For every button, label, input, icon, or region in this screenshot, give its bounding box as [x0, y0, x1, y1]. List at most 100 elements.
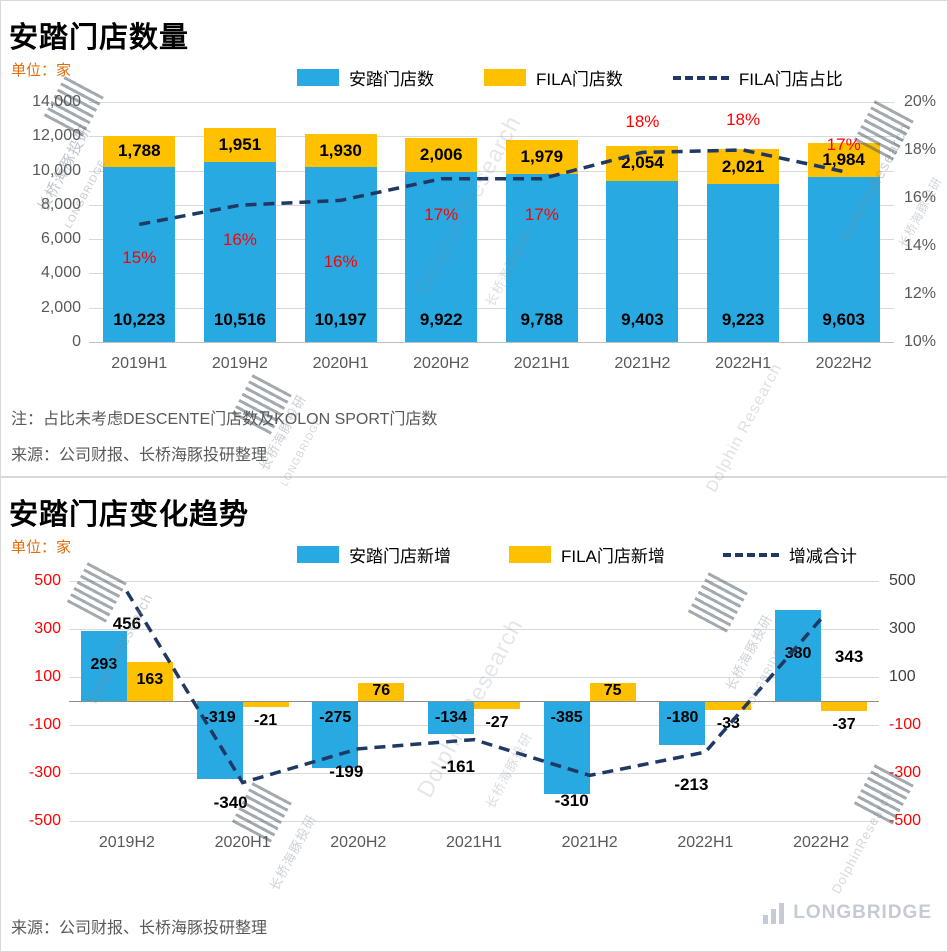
legend-label: FILA门店新增 — [561, 547, 665, 566]
y-axis-tick-right: 12% — [904, 285, 937, 302]
legend: 安踏门店数 FILA门店数 FILA门店占比 — [297, 65, 843, 90]
x-axis-label: 2021H2 — [614, 355, 671, 372]
y-axis-tick-right: -100 — [889, 716, 922, 733]
legend-item: FILA门店新增 — [509, 542, 665, 567]
bar-label-fila: 1,788 — [118, 141, 161, 161]
y-axis-tick-right: 10% — [904, 333, 937, 350]
x-axis-label: 2022H1 — [677, 834, 734, 851]
y-axis-tick-right: 18% — [904, 141, 937, 158]
bar-label-anta: 10,197 — [314, 310, 367, 329]
net-change-line — [125, 590, 823, 785]
legend-item: 安踏门店新增 — [297, 542, 451, 567]
x-axis-label: 2022H1 — [715, 355, 772, 372]
line-label: -199 — [329, 761, 364, 781]
y-axis-tick-right: 14% — [904, 237, 937, 254]
bar-anta — [543, 702, 590, 795]
y-axis-tick-left: 100 — [34, 668, 61, 685]
chart-source: 来源：公司财报、长桥海豚投研整理 — [11, 447, 268, 464]
x-axis-label: 2020H2 — [330, 834, 387, 851]
x-axis-label: 2021H1 — [513, 355, 570, 372]
bar-label-anta: 380 — [784, 645, 812, 663]
legend-label: FILA门店数 — [536, 70, 623, 89]
y-axis-tick-right: 16% — [904, 189, 937, 206]
bar-label-fila: -27 — [485, 713, 509, 731]
y-axis-tick-left: 2,000 — [40, 298, 81, 316]
x-axis-label: 2022H2 — [815, 355, 872, 372]
legend-swatch-bar — [297, 546, 339, 563]
legend-swatch-bar — [509, 546, 551, 563]
x-axis-label: 2020H1 — [214, 834, 271, 851]
x-axis-label: 2019H2 — [211, 355, 268, 372]
bar-label-anta: -385 — [550, 709, 583, 726]
chart-source: 来源：公司财报、长桥海豚投研整理 — [11, 920, 268, 937]
bar-fila — [405, 137, 478, 172]
legend-swatch-line — [672, 75, 729, 80]
legend-item: FILA门店占比 — [672, 65, 843, 90]
legend-label: 安踏门店数 — [349, 70, 434, 89]
line-label: -340 — [213, 792, 248, 812]
y-axis-tick-left: 300 — [34, 620, 61, 637]
gridline — [89, 307, 894, 309]
x-axis-line — [89, 342, 894, 343]
bar-fila — [126, 661, 173, 701]
line-label: 17% — [424, 204, 459, 224]
y-axis-tick-left: 8,000 — [40, 195, 81, 213]
bar-label-anta: 9,922 — [419, 310, 463, 329]
line-label: 18% — [726, 110, 761, 129]
y-axis-tick-left: 14,000 — [32, 93, 81, 110]
y-axis-tick-right: 300 — [889, 620, 916, 637]
y-axis-tick-left: -100 — [28, 716, 61, 733]
legend-label: 安踏门店新增 — [349, 547, 451, 566]
line-label: 18% — [625, 112, 660, 132]
bar-label-anta: 9,788 — [520, 310, 564, 329]
bar-label-fila: 1,979 — [520, 147, 564, 167]
x-axis-label: 2021H2 — [561, 834, 618, 851]
bar-label-anta: 9,603 — [822, 310, 865, 329]
bar-label-anta: 9,403 — [621, 310, 664, 329]
bar-anta — [196, 702, 243, 779]
bar-fila — [103, 136, 176, 167]
x-axis-label: 2019H2 — [98, 834, 155, 851]
bar-label-anta: 293 — [90, 655, 118, 673]
bar-label-fila: 2,054 — [621, 153, 664, 173]
bar-anta — [312, 702, 359, 768]
bar-anta — [505, 174, 578, 342]
bar-fila — [242, 702, 289, 707]
legend-item: 增减合计 — [722, 542, 857, 567]
line-label: -213 — [674, 775, 709, 795]
line-label: -161 — [440, 756, 476, 776]
x-axis-label: 2021H1 — [445, 834, 503, 851]
store-change-panel: 安踏门店变化趋势 单位：家 安踏门店新增 FILA门店新增 增减合计 来源：公司财报… — [0, 477, 948, 952]
bar-label-fila: 1,951 — [218, 135, 262, 154]
y-axis-tick-right: 20% — [904, 93, 937, 110]
line-label: 16% — [222, 230, 257, 250]
chart-title: 安踏门店数量 — [9, 22, 190, 54]
legend-label: FILA门店占比 — [738, 70, 843, 89]
store-count-panel: 安踏门店数量 单位：家 安踏门店数 FILA门店数 FILA门店占比 注：占比未考虑… — [0, 0, 948, 477]
x-axis-label: 2020H2 — [413, 355, 470, 372]
bar-label-fila: 2,006 — [419, 144, 463, 164]
bar-anta — [203, 161, 276, 342]
legend: 安踏门店新增 FILA门店新增 增减合计 — [297, 542, 857, 567]
y-axis-tick-left: -300 — [28, 764, 61, 781]
y-axis-tick-left: -500 — [28, 812, 61, 829]
bar-label-fila: 76 — [372, 681, 391, 699]
chart-title: 安踏门店变化趋势 — [9, 499, 250, 531]
legend-item: 安踏门店数 — [297, 65, 434, 90]
bar-fila — [203, 128, 276, 162]
line-label: 17% — [826, 134, 861, 154]
bar-anta — [428, 702, 474, 735]
bar-anta — [103, 166, 176, 342]
bar-label-anta: 9,223 — [721, 310, 765, 329]
bar-label-anta: 10,223 — [113, 310, 166, 329]
bar-fila — [474, 702, 520, 709]
bar-fila — [358, 682, 405, 701]
legend-item: FILA门店数 — [484, 65, 623, 90]
y-axis-tick-left: 4,000 — [40, 264, 81, 282]
bar-fila — [705, 702, 752, 710]
unit-label: 单位：家 — [11, 539, 72, 556]
bar-anta — [405, 171, 478, 342]
gridline — [89, 102, 894, 103]
bar-label-anta: -134 — [434, 709, 468, 726]
